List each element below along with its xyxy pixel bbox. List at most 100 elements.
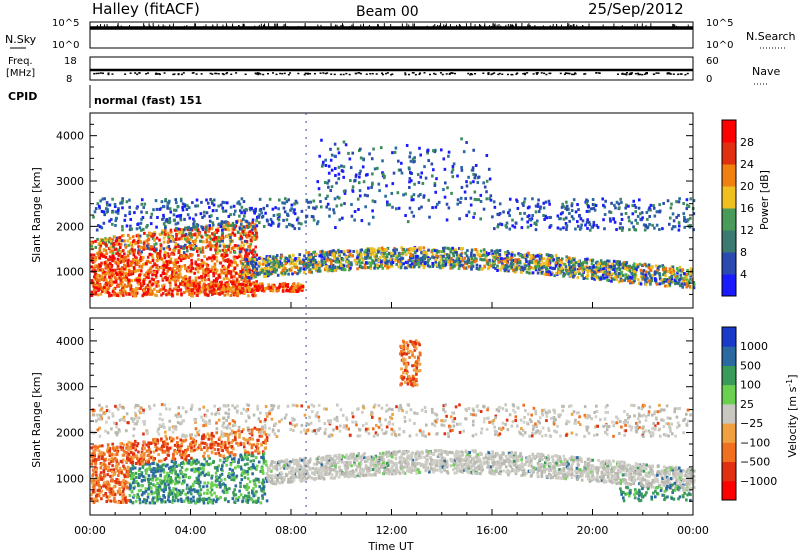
power-cell: [134, 242, 137, 246]
power-cell: [333, 197, 337, 201]
power-cell: [469, 203, 473, 207]
power-cell: [244, 207, 248, 211]
power-cell: [594, 204, 598, 208]
power-cell: [241, 271, 244, 275]
power-cell: [367, 261, 371, 265]
power-cell: [558, 263, 562, 267]
power-cell: [169, 239, 172, 243]
power-cell: [372, 147, 375, 151]
power-cell: [155, 294, 158, 298]
power-cell: [474, 259, 478, 263]
power-cell: [452, 162, 456, 166]
power-cell: [621, 266, 625, 270]
power-cell: [209, 269, 212, 273]
power-cell: [644, 270, 648, 274]
power-cell: [162, 266, 166, 270]
power-cell: [632, 268, 636, 272]
nave-point: [598, 72, 601, 74]
power-cell: [245, 220, 249, 224]
power-cell: [113, 248, 117, 252]
power-cell: [620, 200, 623, 204]
power-cell: [675, 215, 678, 219]
power-cell: [564, 268, 568, 272]
nave-point: [345, 72, 348, 75]
power-cell: [653, 271, 657, 275]
power-cell: [294, 262, 297, 266]
power-cell: [483, 264, 486, 268]
power-cell: [293, 202, 296, 206]
power-cell: [96, 202, 100, 206]
power-cell: [173, 272, 176, 276]
power-cell: [444, 262, 448, 266]
power-cell: [371, 252, 374, 256]
power-cell: [368, 152, 371, 156]
power-cell: [132, 288, 136, 292]
power-cell: [117, 261, 120, 265]
power-cell: [256, 284, 260, 288]
power-cell: [224, 209, 228, 213]
power-cell: [649, 208, 652, 212]
power-cell: [262, 206, 266, 210]
power-cell: [91, 269, 94, 273]
power-cell: [178, 254, 182, 258]
power-cell: [173, 265, 176, 269]
power-cell: [226, 260, 230, 264]
power-cell: [253, 225, 257, 229]
power-cell: [118, 246, 122, 250]
power-cell: [220, 269, 224, 273]
power-cell: [174, 280, 177, 284]
power-cell: [116, 294, 119, 298]
power-cell: [453, 259, 456, 263]
power-cell: [363, 263, 367, 267]
power-cell: [213, 291, 217, 295]
power-cell: [112, 254, 115, 258]
power-cell: [224, 244, 228, 248]
power-cell: [334, 269, 337, 273]
power-cell: [601, 261, 604, 265]
power-cell: [114, 219, 118, 223]
velocity-heatmap: [90, 339, 696, 505]
power-cell: [101, 238, 104, 242]
power-cell: [573, 256, 576, 260]
power-cell: [241, 257, 244, 261]
power-cell: [404, 214, 407, 218]
power-cell: [341, 264, 344, 268]
power-cell: [371, 209, 374, 213]
power-cell: [685, 207, 689, 211]
power-cell: [485, 154, 489, 158]
power-cell: [116, 211, 120, 215]
power-cell: [547, 261, 551, 265]
power-cell: [570, 215, 574, 219]
power-cell: [511, 251, 514, 255]
power-cell: [135, 291, 139, 295]
power-cell: [548, 202, 551, 206]
power-cell: [677, 282, 681, 286]
power-cell: [465, 184, 469, 188]
power-cell: [505, 253, 509, 257]
power-cell: [130, 270, 133, 274]
power-cell: [110, 256, 114, 260]
power-cell: [176, 243, 180, 247]
power-cell: [470, 264, 474, 268]
power-cell: [411, 249, 415, 253]
power-cell: [293, 284, 297, 288]
power-cell: [572, 275, 575, 279]
power-cell: [599, 277, 603, 281]
nsearch-ytick-top: 10^5: [706, 18, 733, 29]
nave-point: [631, 72, 634, 74]
power-cell: [550, 272, 553, 276]
power-cell: [247, 234, 251, 238]
nave-point: [515, 73, 518, 75]
power-cell: [443, 167, 447, 171]
power-cell: [320, 164, 324, 168]
power-cell: [114, 260, 117, 264]
power-cell: [130, 250, 133, 254]
nave-ytick-top: 60: [706, 56, 719, 67]
power-cell: [298, 270, 301, 274]
power-cell: [341, 258, 345, 262]
power-cell: [240, 219, 243, 223]
nave-point: [566, 72, 569, 75]
power-cell: [420, 171, 424, 175]
power-cell: [357, 260, 361, 264]
power-cell: [444, 181, 447, 185]
